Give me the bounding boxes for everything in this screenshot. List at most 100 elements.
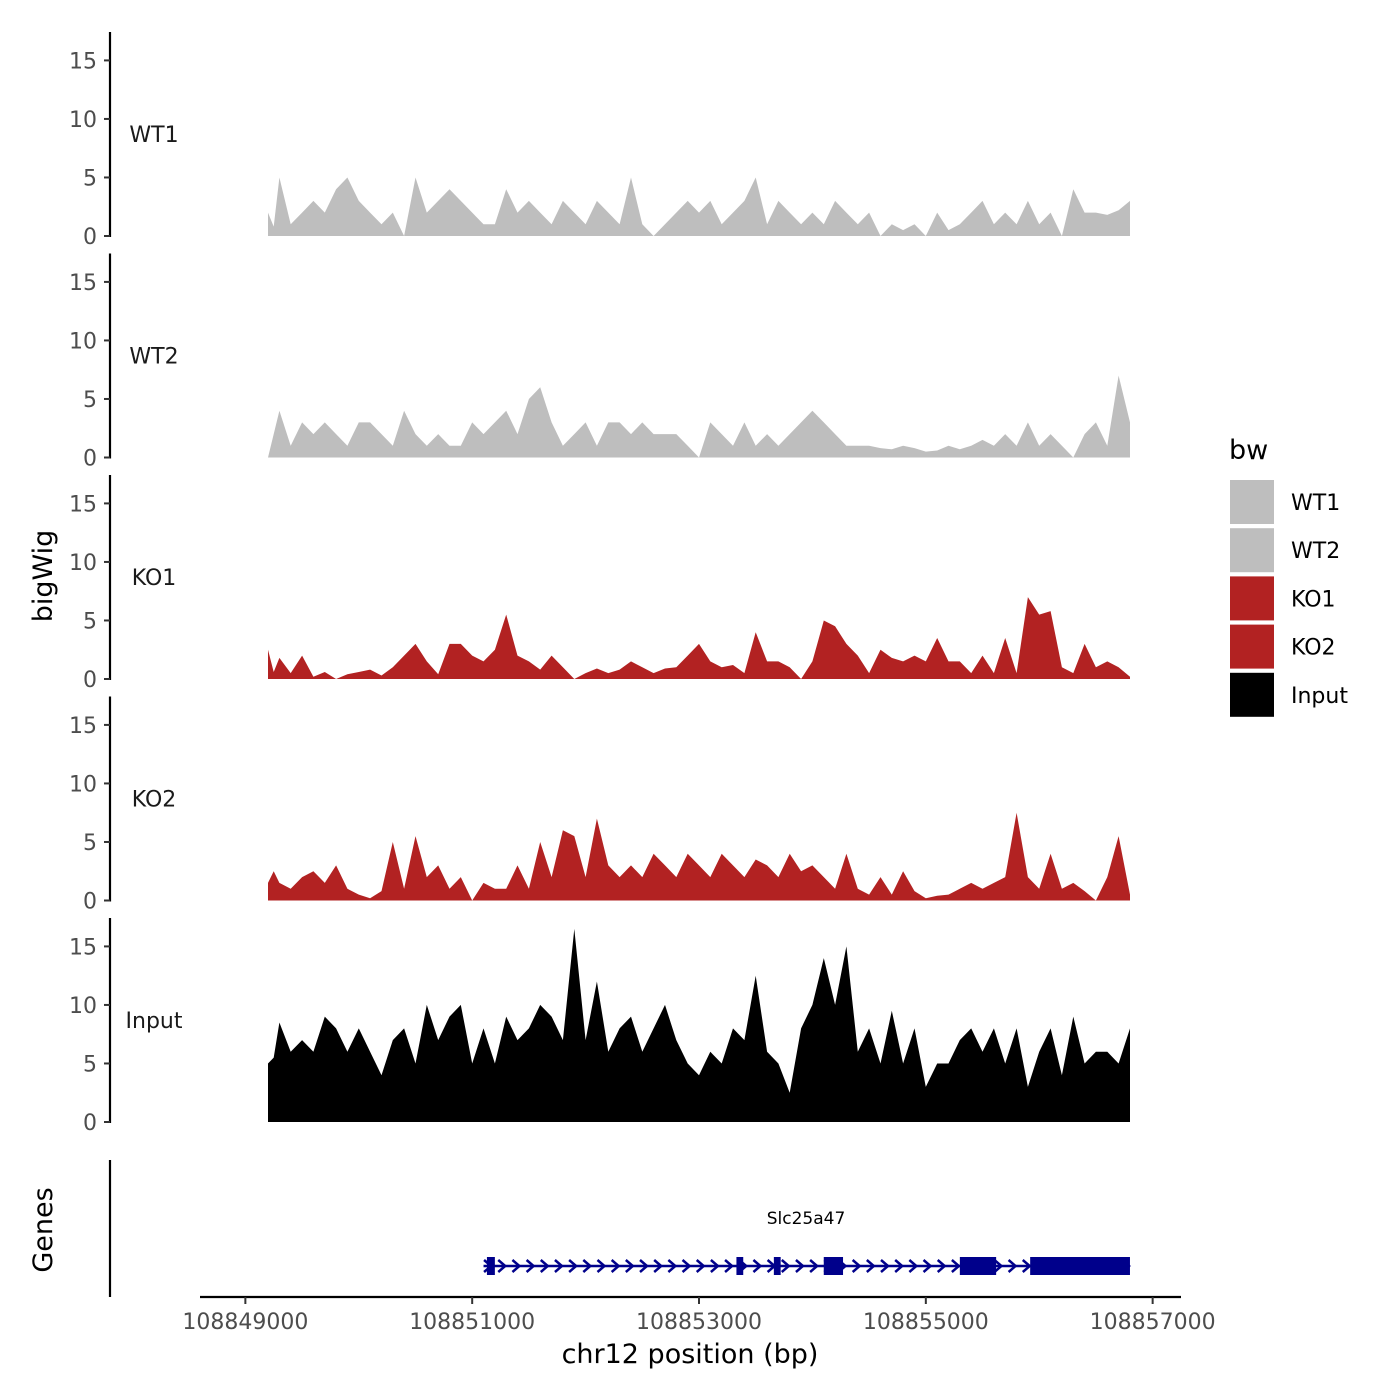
y-tick-label: 0 [83,668,97,693]
y-tick-label: 5 [83,166,97,191]
y-tick-label: 0 [83,890,97,915]
gene-exon [486,1257,495,1275]
y-tick-label: 5 [83,1052,97,1077]
signal-area-input [268,928,1130,1122]
x-tick-label: 108851000 [409,1310,535,1335]
strand-arrow [497,1259,508,1273]
x-axis: 108849000 108851000 108853000 108855000 1088… [182,1295,1216,1370]
strand-arrow [511,1259,522,1273]
track-wt2: 0 5 10 15 WT2 [69,253,1130,472]
y-tick-label: 10 [69,108,97,133]
x-axis-title: chr12 position (bp) [562,1339,819,1370]
signal-area-ko2 [268,812,1130,901]
legend-swatch [1230,480,1274,524]
legend-label: WT1 [1291,491,1340,516]
gene-exon [823,1257,844,1275]
track-input: 0 5 10 15 Input [69,918,1130,1136]
y-tick-label: 5 [83,831,97,856]
legend-label: WT2 [1291,539,1340,564]
strand-arrow [936,1259,947,1273]
x-tick-label: 108849000 [182,1310,308,1335]
track-label-input: Input [126,1009,183,1034]
legend-entry-ko1: KO1 [1230,576,1336,621]
legend-label: KO2 [1291,636,1336,661]
y-tick-label: 10 [69,772,97,797]
track-wt1: 0 5 10 15 WT1 [69,32,1130,250]
y-tick-label: 10 [69,994,97,1019]
y-tick-label: 5 [83,388,97,413]
strand-arrow [539,1259,550,1273]
gene-exon [1030,1257,1130,1275]
signal-area-ko1 [268,597,1130,679]
strand-arrow [724,1259,734,1273]
strand-arrow [681,1259,692,1273]
y-tick-label: 10 [69,329,97,354]
x-tick-label: 108853000 [636,1310,762,1335]
y-tick-label: 0 [83,225,97,250]
signal-area-wt1 [268,177,1130,236]
x-tick-label: 108857000 [1090,1310,1216,1335]
legend-swatch [1230,528,1274,573]
strand-arrow [1007,1259,1018,1273]
strand-arrow [554,1259,564,1273]
y-tick-label: 15 [69,492,97,517]
y-tick-label: 15 [69,714,97,739]
legend-entry-wt1: WT1 [1230,480,1340,524]
strand-arrow [596,1259,607,1273]
strand-arrow [582,1259,593,1273]
strand-arrow [780,1259,791,1273]
y-axis-title: bigWig [28,530,59,623]
legend: bw WT1 WT2 KO1 KO2 Input [1229,435,1348,717]
y-tick-label: 0 [83,1111,97,1136]
track-label-wt2: WT2 [129,345,178,370]
gene-panel: Genes Slc25a47 [28,1160,1131,1297]
legend-swatch [1230,624,1274,669]
y-tick-label: 15 [69,271,97,296]
gene-exon [959,1257,997,1275]
strand-arrow [525,1259,536,1273]
track-label-wt1: WT1 [129,123,178,148]
strand-arrow [610,1259,621,1273]
strand-arrow [1021,1259,1032,1273]
strand-arrow [894,1259,905,1273]
strand-arrow [951,1259,961,1273]
legend-label: KO1 [1291,587,1336,612]
x-tick-label: 108855000 [863,1310,989,1335]
strand-arrow [866,1259,876,1273]
track-ko1: 0 5 10 15 KO1 [69,475,1130,693]
signal-tracks: 0 5 10 15 WT1 0 5 10 15 WT2 0 5 10 15 KO1 0 5 10 15 KO2 0 5 10… [69,32,1130,1136]
y-tick-label: 5 [83,609,97,634]
legend-swatch [1230,576,1274,621]
strand-arrow [710,1259,720,1273]
strand-arrow [695,1259,706,1273]
legend-entry-ko2: KO2 [1230,624,1336,669]
legend-swatch [1230,672,1274,717]
strand-arrow [639,1259,649,1273]
gene-exon [773,1257,781,1275]
legend-title: bw [1229,435,1268,466]
y-tick-label: 15 [69,49,97,74]
legend-entry-input: Input [1230,672,1348,717]
track-ko2: 0 5 10 15 KO2 [69,696,1130,915]
gene-panel-label: Genes [28,1187,59,1272]
strand-arrow [795,1259,805,1273]
gene-model [483,1257,1131,1275]
legend-entry-wt2: WT2 [1230,528,1340,573]
gene-exon [736,1257,744,1275]
strand-arrow [653,1259,664,1273]
y-tick-label: 0 [83,447,97,472]
legend-label: Input [1291,684,1348,709]
strand-arrow [922,1259,933,1273]
strand-arrow [625,1259,635,1273]
gene-name-label: Slc25a47 [767,1209,846,1229]
track-label-ko2: KO2 [132,788,177,813]
strand-arrow [667,1259,678,1273]
y-tick-label: 15 [69,935,97,960]
strand-arrow [880,1259,890,1273]
strand-arrow [993,1259,1004,1273]
strand-arrow [809,1259,820,1273]
strand-arrow [908,1259,919,1273]
strand-arrow [568,1259,579,1273]
strand-arrow [851,1259,862,1273]
